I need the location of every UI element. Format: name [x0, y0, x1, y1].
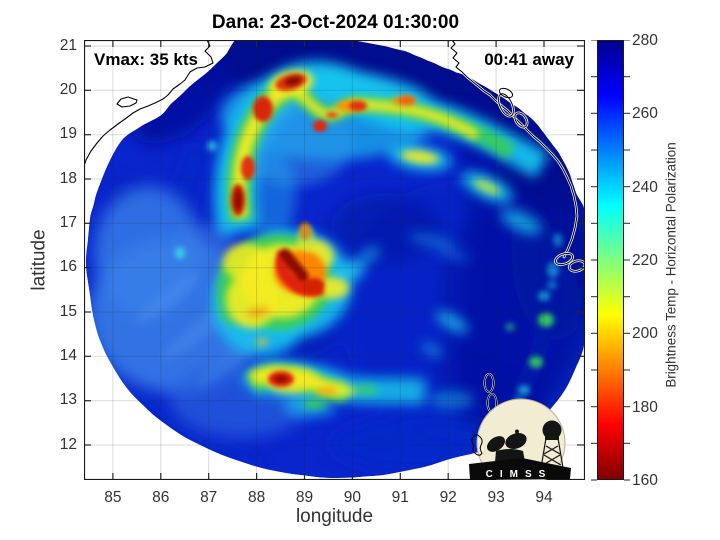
svg-text:CIMSS: CIMSS [486, 469, 553, 480]
